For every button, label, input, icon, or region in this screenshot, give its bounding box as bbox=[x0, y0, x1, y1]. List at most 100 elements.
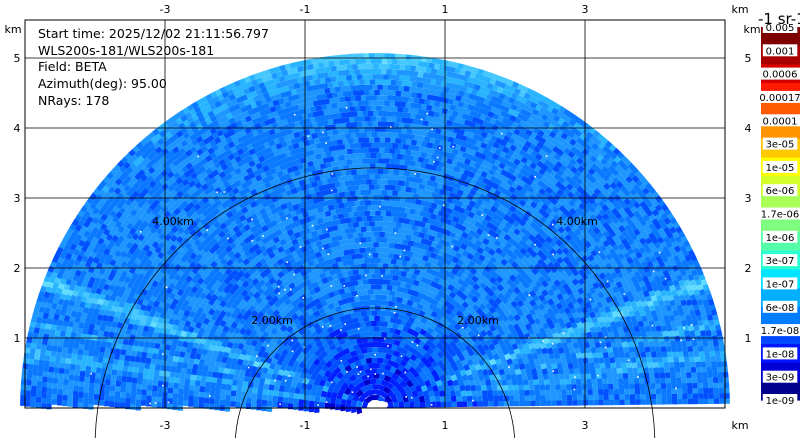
radar-cell bbox=[252, 360, 260, 368]
radar-cell bbox=[123, 360, 130, 367]
radar-cell bbox=[432, 208, 440, 216]
radar-cell bbox=[348, 201, 355, 207]
radar-cell bbox=[446, 236, 454, 243]
radar-cell bbox=[228, 368, 236, 375]
radar-cell bbox=[456, 401, 463, 407]
radar-cell bbox=[338, 387, 346, 395]
radar-cell bbox=[342, 175, 349, 182]
radar-cell bbox=[133, 361, 140, 368]
radar-cell bbox=[514, 400, 520, 407]
radar-cell bbox=[485, 338, 493, 347]
radar-cell bbox=[407, 202, 414, 209]
radar-cell bbox=[405, 186, 412, 193]
radar-cell bbox=[596, 331, 604, 338]
radar-cell bbox=[566, 357, 573, 364]
radar-cell bbox=[428, 303, 436, 311]
radar-cell bbox=[341, 112, 348, 118]
radar-cell bbox=[327, 204, 335, 211]
radar-cell bbox=[561, 389, 567, 396]
radar-cell bbox=[311, 181, 318, 188]
radar-cell bbox=[436, 260, 444, 268]
radar-cell bbox=[412, 290, 420, 298]
radar-cell bbox=[267, 389, 274, 396]
radar-cell bbox=[94, 383, 100, 390]
radar-cell bbox=[573, 292, 582, 300]
radar-cell bbox=[198, 391, 205, 398]
radar-cell bbox=[315, 240, 323, 247]
radar-cell bbox=[602, 351, 609, 359]
radar-cell bbox=[389, 137, 396, 144]
radar-cell bbox=[271, 357, 279, 365]
radar-cell bbox=[444, 288, 452, 296]
radar-cell bbox=[361, 132, 367, 138]
radar-cell bbox=[110, 374, 117, 381]
radar-cell bbox=[367, 326, 374, 332]
radar-cell bbox=[111, 369, 118, 376]
radar-cell bbox=[462, 250, 470, 258]
radar-cell bbox=[491, 212, 500, 221]
radar-cell bbox=[113, 358, 120, 366]
radar-cell bbox=[393, 169, 400, 176]
radar-cell bbox=[486, 384, 493, 391]
radar-cell bbox=[509, 368, 516, 376]
radar-cell bbox=[479, 379, 486, 386]
radar-cell bbox=[130, 388, 137, 394]
radar-cell bbox=[463, 363, 471, 371]
radar-cell bbox=[563, 331, 571, 339]
radar-cell bbox=[384, 279, 391, 285]
radar-cell bbox=[371, 357, 378, 363]
radar-cell bbox=[417, 167, 424, 174]
radar-cell bbox=[209, 393, 215, 399]
radar-cell bbox=[183, 384, 190, 391]
radar-cell bbox=[406, 128, 413, 135]
radar-cell bbox=[340, 292, 348, 300]
radar-cell bbox=[140, 357, 147, 364]
radar-cell bbox=[193, 301, 202, 309]
radar-cell bbox=[256, 393, 263, 400]
radar-cell bbox=[385, 381, 394, 390]
radar-cell bbox=[395, 376, 404, 384]
radar-cell bbox=[456, 229, 464, 237]
radar-cell bbox=[300, 245, 308, 253]
radar-cell bbox=[453, 263, 462, 271]
radar-cell bbox=[322, 305, 330, 313]
radar-cell bbox=[334, 171, 342, 178]
radar-cell bbox=[524, 363, 531, 370]
radar-cell bbox=[180, 314, 189, 322]
radar-cell bbox=[482, 368, 489, 376]
radar-cell bbox=[535, 400, 541, 407]
radar-cell bbox=[425, 201, 432, 208]
radar-cell bbox=[457, 379, 465, 387]
radar-cell bbox=[517, 342, 524, 350]
radar-cell bbox=[434, 265, 442, 273]
radar-cell bbox=[358, 137, 364, 143]
radar-cell bbox=[608, 394, 615, 400]
radar-cell bbox=[333, 192, 340, 199]
radar-cell bbox=[574, 316, 582, 324]
radar-cell bbox=[382, 300, 389, 306]
radar-cell bbox=[548, 322, 556, 330]
radar-cell bbox=[520, 337, 528, 345]
radar-cell bbox=[299, 218, 307, 225]
radar-cell bbox=[388, 290, 396, 297]
radar-cell bbox=[654, 377, 661, 384]
radar-cell bbox=[668, 361, 675, 368]
radar-cell bbox=[351, 280, 359, 287]
radar-cell bbox=[295, 382, 303, 389]
radar-cell bbox=[193, 291, 201, 299]
radar-cell bbox=[120, 381, 127, 388]
radar-cell bbox=[131, 377, 138, 384]
radar-cell bbox=[472, 401, 478, 407]
radar-cell bbox=[376, 320, 383, 327]
radar-cell bbox=[338, 202, 345, 209]
radar-cell bbox=[466, 358, 474, 366]
radar-cell bbox=[271, 195, 279, 203]
radar-cell bbox=[413, 230, 420, 238]
radar-cell bbox=[609, 356, 616, 364]
radar-cell bbox=[624, 394, 630, 400]
radar-cell bbox=[297, 252, 306, 260]
radar-cell bbox=[656, 393, 662, 400]
radar-cell bbox=[376, 273, 383, 279]
radar-cell bbox=[142, 346, 149, 354]
radar-cell bbox=[585, 331, 593, 339]
